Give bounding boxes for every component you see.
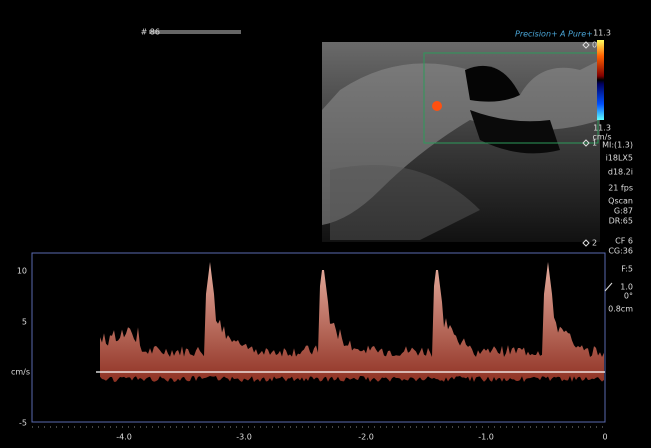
x-tick-label: 0 xyxy=(602,433,607,442)
y-tick-label: 5 xyxy=(22,318,27,327)
x-tick-label: -3.0 xyxy=(236,433,252,442)
x-tick-label: -1.0 xyxy=(478,433,494,442)
ultrasound-screen: # 86 Precision+ A Pure+ 11.3 11.3 cm/s 0… xyxy=(0,0,651,448)
scale-max: 11.3 xyxy=(593,29,611,38)
frame-number: # 86 xyxy=(141,28,160,37)
scale-min: 11.3 xyxy=(593,124,611,133)
setting: F:5 xyxy=(621,265,633,274)
color-bar xyxy=(597,40,604,120)
setting: MI:(1.3) xyxy=(602,141,633,150)
b-mode-image xyxy=(322,42,600,242)
setting: d18.2i xyxy=(608,168,633,177)
y-tick-label: 10 xyxy=(17,267,27,276)
setting: G:87 xyxy=(614,207,633,216)
angle-setting: 0° xyxy=(624,292,633,301)
setting: DR:65 xyxy=(609,217,633,226)
x-tick-label: -4.0 xyxy=(116,433,132,442)
angle-setting: 0.8cm xyxy=(608,305,633,314)
brand-precision: Precision+ xyxy=(515,30,558,39)
brand-pure: A Pure+ xyxy=(559,30,593,39)
setting: 21 fps xyxy=(608,184,633,193)
x-tick-label: -2.0 xyxy=(358,433,374,442)
depth-marker: 2 xyxy=(592,239,597,248)
depth-marker: 1 xyxy=(592,139,597,148)
setting: Qscan xyxy=(608,197,633,206)
angle-setting: 1.0 xyxy=(620,283,633,292)
setting: CF 6 xyxy=(615,237,633,246)
y-tick-label: cm/s xyxy=(11,368,30,377)
depth-marker: 0 xyxy=(592,41,597,50)
setting: CG:36 xyxy=(608,247,633,256)
y-tick-label: -5 xyxy=(19,419,27,428)
frame-slider xyxy=(149,30,241,34)
setting: i18LX5 xyxy=(606,154,633,163)
